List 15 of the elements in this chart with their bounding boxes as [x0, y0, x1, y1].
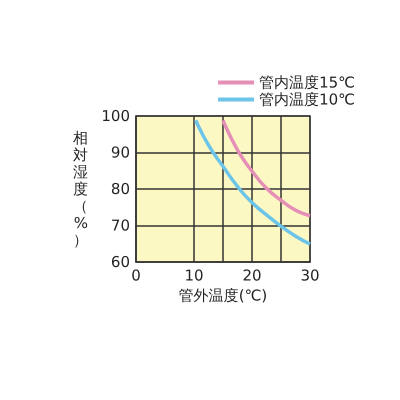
y-tick-label: 90 — [110, 144, 130, 162]
y-tick-label: 70 — [110, 216, 130, 234]
x-tick-label: 20 — [242, 266, 262, 284]
legend-label: 管内温度15℃ — [259, 74, 356, 92]
line-series — [194, 118, 312, 246]
y-tick-label: 100 — [101, 107, 130, 125]
y-tick-label: 80 — [110, 180, 130, 198]
line-series — [221, 118, 312, 218]
x-axis-title: 管外温度(℃) — [178, 286, 268, 304]
x-tick-label: 10 — [184, 266, 204, 284]
x-tick-label: 30 — [300, 266, 320, 284]
y-axis-title: 相対湿度（%） — [73, 129, 88, 249]
x-tick-label: 0 — [131, 266, 141, 284]
y-tick-label: 60 — [110, 253, 130, 271]
legend-label: 管内温度10℃ — [259, 90, 356, 108]
